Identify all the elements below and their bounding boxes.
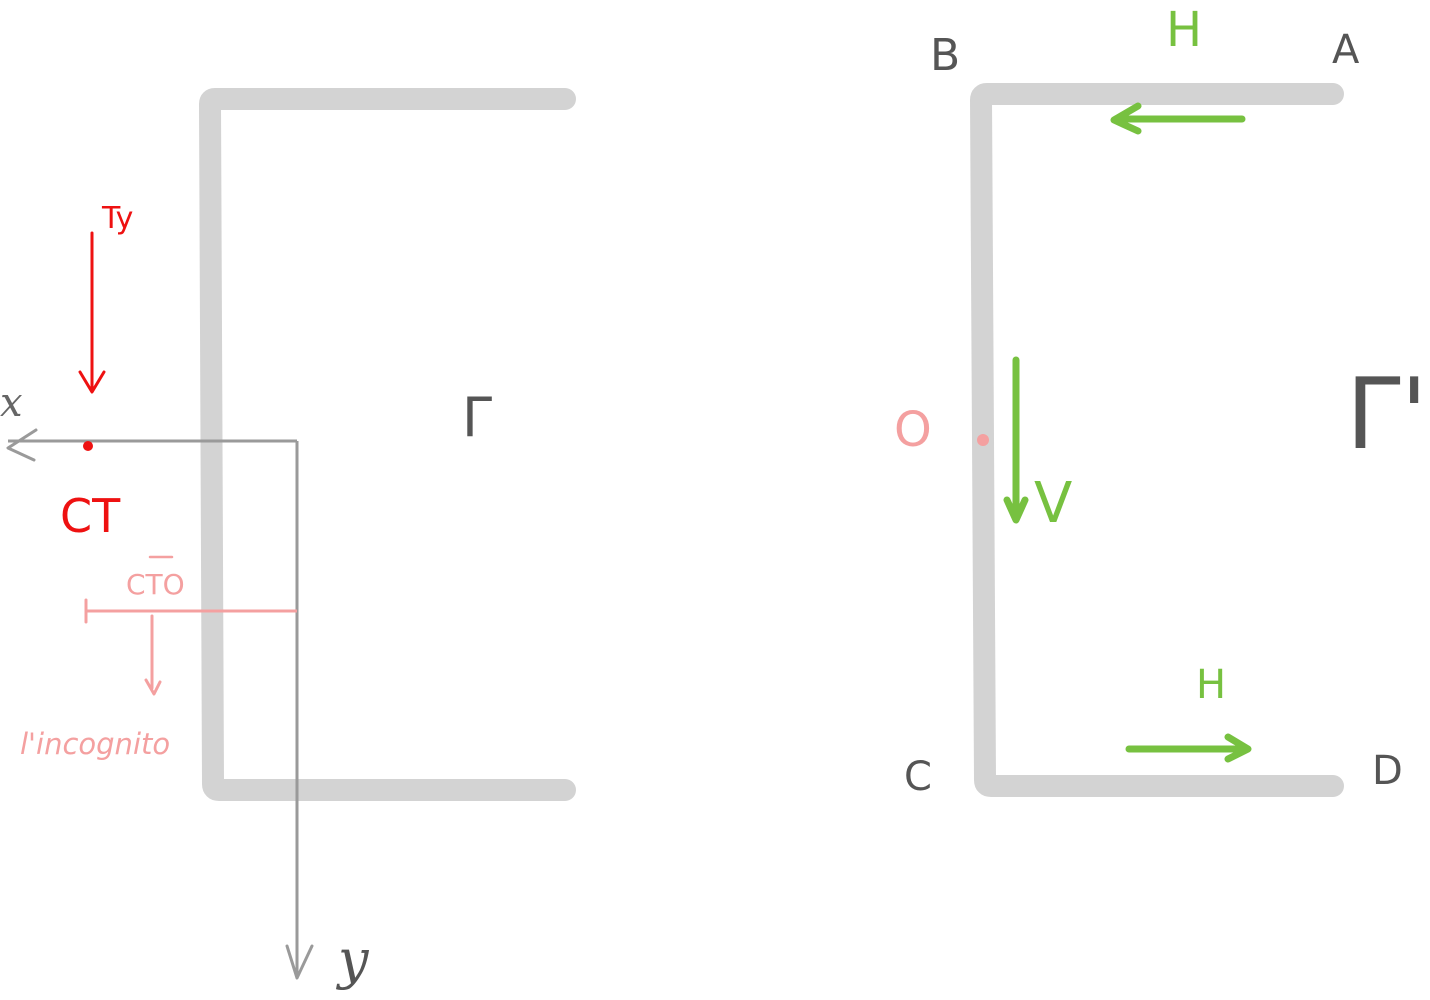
unknown-pointer [144,614,162,696]
point-d-label: D [1372,748,1403,794]
point-a-label: A [1332,27,1360,73]
web-force-label: V [1034,471,1072,536]
c-section-right [970,83,1344,797]
contour-gamma-label: Γ [462,386,492,449]
flange-force-top-arrowhead [1110,102,1142,135]
x-axis-label: x [0,380,23,426]
flange-force-bottom-label: H [1196,662,1226,708]
c-section-left [199,88,576,801]
right-panel: A B C D O H V H Γ' [894,2,1428,800]
distance-label: CTO [126,568,185,601]
origin-label: O [894,402,932,458]
y-axis-arrowhead [285,944,314,980]
point-c-label: C [904,754,932,800]
x-axis-arrowhead [6,428,38,462]
web-force-arrowhead [1003,496,1029,524]
shear-center-label: CT [60,489,121,543]
left-panel: x y Ty CT CTO l'incognito Γ [0,88,576,991]
force-ty-label: Ty [101,201,133,236]
point-b-label: B [930,30,960,81]
force-ty-arrowhead [78,370,106,394]
origin-dot [977,434,989,446]
shear-center-dot [83,441,93,451]
unknown-note: l'incognito [20,727,170,761]
flange-force-top-label: H [1166,2,1202,58]
y-axis-label: y [336,928,370,991]
contour-gamma-prime-label: Γ' [1346,358,1428,472]
flange-force-bottom-arrowhead [1224,733,1252,763]
